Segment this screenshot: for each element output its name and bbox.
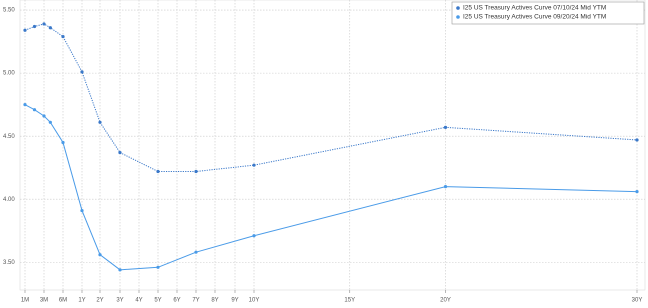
x-tick-label: 6Y (173, 298, 180, 304)
point (194, 250, 198, 254)
point (32, 108, 37, 112)
y-tick-label: 5.50 (3, 8, 15, 14)
point (252, 234, 256, 238)
point (61, 140, 65, 145)
point (98, 253, 102, 257)
x-tick-label: 1M (21, 298, 29, 304)
point (98, 120, 102, 124)
x-tick-label: 9Y (231, 298, 238, 304)
y-tick-label: 5.00 (3, 71, 15, 77)
point (32, 24, 37, 29)
y-tick-label: 4.00 (3, 197, 15, 203)
x-tick-label: 20Y (440, 298, 451, 304)
point (156, 169, 160, 174)
point (118, 268, 122, 272)
x-tick-label: 30Y (632, 298, 643, 304)
point (23, 103, 27, 107)
legend-label: I25 US Treasury Actives Curve 07/10/24 M… (463, 5, 606, 12)
x-tick-label: 10Y (249, 298, 260, 304)
point (635, 138, 639, 142)
point (23, 28, 27, 32)
legend-marker (456, 15, 460, 19)
x-tick-label: 5Y (154, 298, 161, 304)
point (443, 125, 448, 129)
x-tick-label: 2Y (96, 298, 103, 304)
x-tick-label: 6M (59, 298, 67, 304)
point (48, 120, 52, 124)
point (42, 114, 46, 118)
x-tick-label: 3Y (116, 298, 123, 304)
x-tick-label: 4Y (135, 298, 142, 304)
x-tick-label: 8Y (211, 298, 218, 304)
point (635, 190, 639, 194)
point (80, 70, 84, 74)
x-tick-label: 1Y (78, 298, 85, 304)
point (156, 265, 160, 269)
y-tick-label: 3.50 (3, 260, 15, 266)
point (443, 185, 448, 189)
point (80, 208, 84, 213)
y-tick-label: 4.50 (3, 134, 15, 140)
point (194, 169, 198, 174)
point (118, 150, 122, 155)
legend-marker (456, 6, 460, 10)
point (48, 26, 52, 30)
x-tick-label: 15Y (344, 298, 355, 304)
x-tick-label: 7Y (192, 298, 199, 304)
line (24, 23, 638, 172)
plot-border (19, 0, 646, 291)
point (61, 34, 65, 39)
legend-label: I25 US Treasury Actives Curve 09/20/24 M… (463, 14, 606, 21)
legend-box (451, 1, 645, 25)
point (42, 22, 46, 26)
point (252, 163, 256, 167)
x-tick-label: 3M (40, 298, 48, 304)
line (24, 104, 638, 271)
